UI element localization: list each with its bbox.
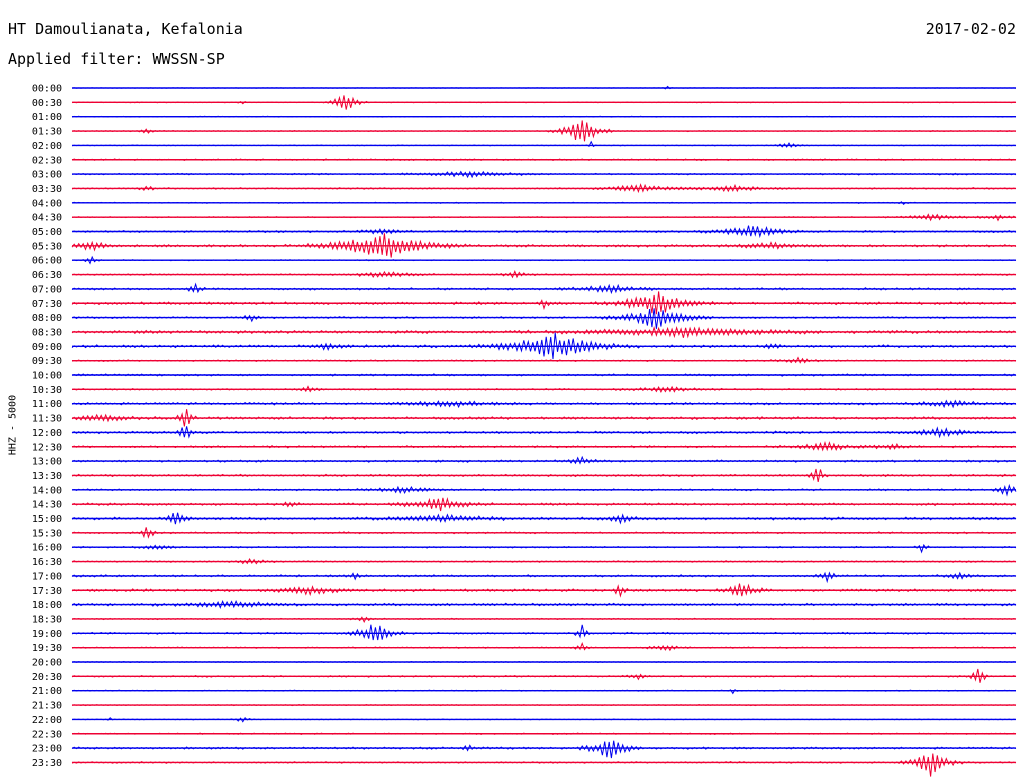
time-tick-label: 22:00 (32, 715, 62, 726)
time-tick-label: 11:00 (32, 399, 62, 410)
seismogram-trace (71, 409, 1017, 427)
time-tick-label: 10:00 (32, 371, 62, 382)
time-tick-label: 21:00 (32, 686, 62, 697)
time-tick-label: 19:30 (32, 643, 62, 654)
seismogram-trace (71, 140, 1017, 148)
time-tick-label: 01:30 (32, 127, 62, 138)
time-tick-label: 19:00 (32, 629, 62, 640)
time-tick-label: 01:00 (32, 112, 62, 123)
time-tick-label: 20:00 (32, 658, 62, 669)
seismogram-trace (71, 308, 1017, 329)
seismogram-trace (71, 543, 1017, 554)
time-tick-label: 08:30 (32, 327, 62, 338)
time-tick-label: 00:00 (32, 84, 62, 95)
seismogram-trace (71, 325, 1017, 339)
time-tick-label: 22:30 (32, 729, 62, 740)
time-tick-label: 03:30 (32, 184, 62, 195)
seismogram-trace (71, 291, 1017, 315)
seismogram-trace (71, 455, 1017, 465)
time-tick-label: 06:30 (32, 270, 62, 281)
time-tick-label: 00:30 (32, 98, 62, 109)
time-tick-label: 12:00 (32, 428, 62, 439)
time-tick-label: 11:30 (32, 414, 62, 425)
time-tick-label: 16:30 (32, 557, 62, 568)
time-tick-label: 23:00 (32, 744, 62, 755)
time-tick-label: 15:30 (32, 528, 62, 539)
time-tick-label: 03:00 (32, 170, 62, 181)
time-tick-label: 20:30 (32, 672, 62, 683)
time-tick-label: 18:30 (32, 614, 62, 625)
seismogram-trace (71, 753, 1017, 777)
time-tick-label: 04:00 (32, 198, 62, 209)
time-tick-label: 13:30 (32, 471, 62, 482)
seismogram-trace (71, 641, 1017, 652)
date-label: 2017-02-02 (925, 20, 1016, 38)
time-tick-label: 14:00 (32, 485, 62, 496)
seismogram-trace (71, 571, 1017, 584)
time-tick-label: 08:00 (32, 313, 62, 324)
time-tick-label: 09:00 (32, 342, 62, 353)
seismogram-trace (71, 740, 1017, 759)
time-tick-label: 12:30 (32, 442, 62, 453)
time-tick-label: 13:00 (32, 457, 62, 468)
time-tick-label: 21:30 (32, 701, 62, 712)
time-tick-label: 02:00 (32, 141, 62, 152)
time-tick-label: 23:30 (32, 758, 62, 769)
time-tick-label: 17:00 (32, 571, 62, 582)
time-tick-label: 07:30 (32, 299, 62, 310)
time-tick-label: 16:00 (32, 543, 62, 554)
station-title: HT Damoulianata, Kefalonia (8, 20, 243, 38)
time-tick-label: 06:00 (32, 256, 62, 267)
time-tick-label: 02:30 (32, 155, 62, 166)
time-tick-label: 17:30 (32, 586, 62, 597)
time-tick-label: 05:00 (32, 227, 62, 238)
time-tick-label: 07:00 (32, 284, 62, 295)
time-tick-label: 05:30 (32, 241, 62, 252)
time-tick-label: 18:00 (32, 600, 62, 611)
filter-label: Applied filter: WWSSN-SP (8, 50, 225, 68)
seismogram-trace (71, 624, 1017, 641)
time-tick-label: 04:30 (32, 213, 62, 224)
time-tick-label: 14:30 (32, 500, 62, 511)
time-tick-label: 10:30 (32, 385, 62, 396)
time-tick-label: 09:30 (32, 356, 62, 367)
time-tick-label: 15:00 (32, 514, 62, 525)
